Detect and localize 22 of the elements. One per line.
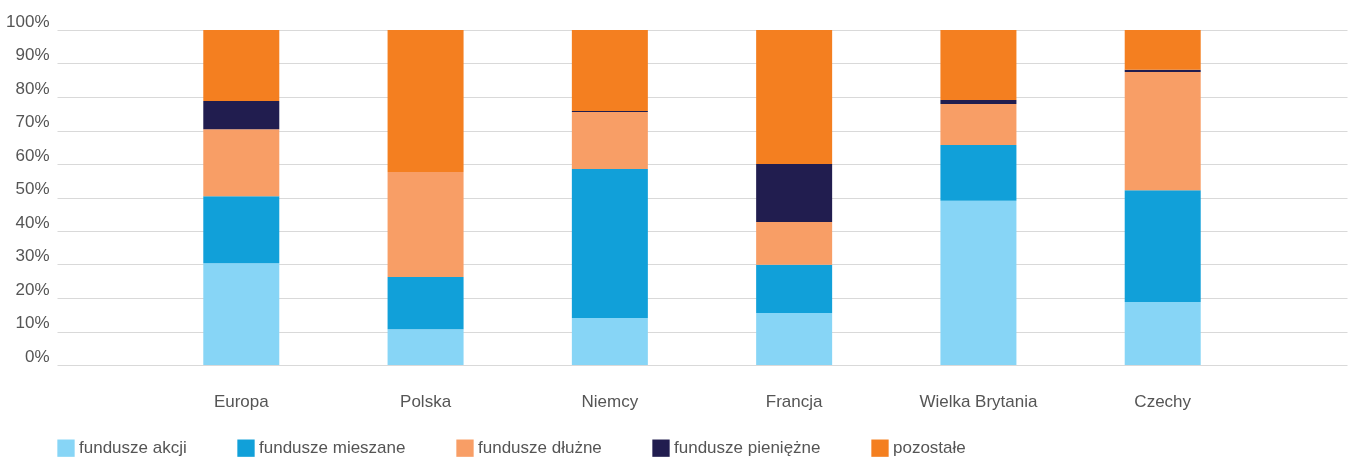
legend-label: fundusze akcji <box>79 438 187 458</box>
x-tick-label: Czechy <box>1134 391 1192 411</box>
y-tick-label: 90% <box>15 45 50 64</box>
legend-label: fundusze pieniężne <box>674 438 821 458</box>
y-tick-label: 30% <box>15 246 50 265</box>
y-tick-label: 100% <box>6 11 50 31</box>
y-tick-label: 40% <box>15 212 50 232</box>
legend-label: fundusze dłużne <box>478 438 602 458</box>
y-tick-label: 80% <box>15 78 50 98</box>
y-tick-label: 20% <box>15 279 50 299</box>
y-tick-label: 10% <box>15 313 50 332</box>
x-tick-label: Francja <box>765 391 824 411</box>
y-tick-label: 50% <box>15 179 50 198</box>
legend-label: pozostałe <box>893 438 966 458</box>
y-tick-label: 0% <box>24 346 50 366</box>
y-tick-label: 60% <box>15 145 50 165</box>
x-tick-label: Europa <box>213 391 270 411</box>
y-tick-label: 70% <box>15 112 50 131</box>
x-tick-label: Wielka Brytania <box>919 391 1039 411</box>
x-tick-label: Niemcy <box>581 391 639 411</box>
x-tick-label: Polska <box>400 391 452 411</box>
legend-label: fundusze mieszane <box>259 438 406 458</box>
